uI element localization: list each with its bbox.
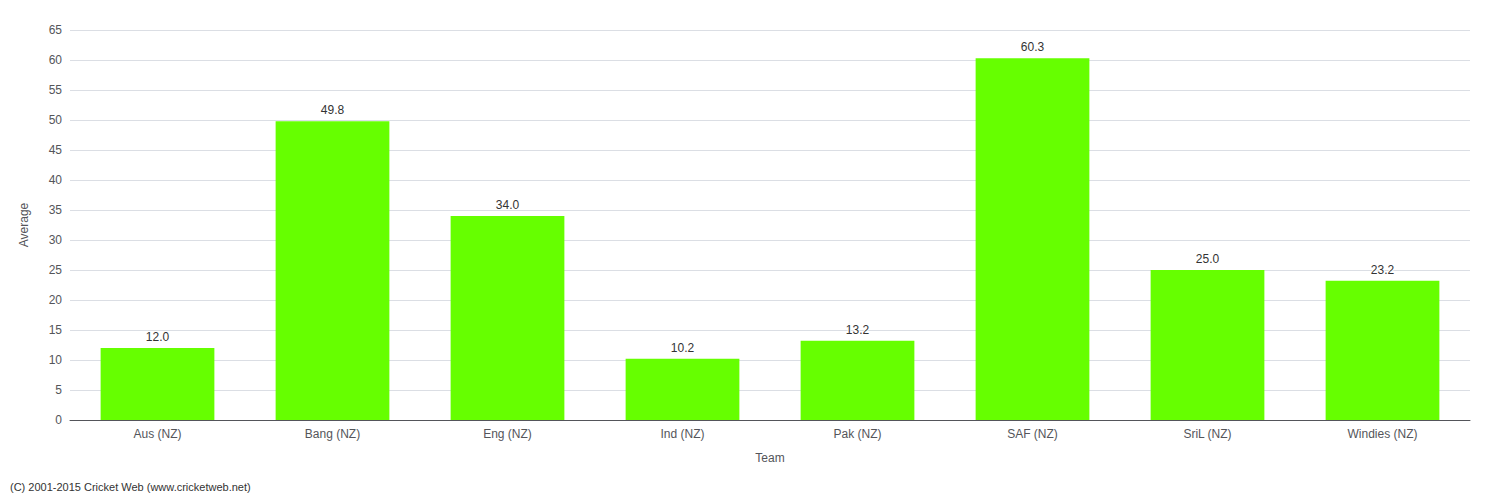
- svg-text:SriL (NZ): SriL (NZ): [1183, 427, 1231, 441]
- svg-text:65: 65: [49, 23, 63, 37]
- svg-text:45: 45: [49, 143, 63, 157]
- svg-text:Windies (NZ): Windies (NZ): [1347, 427, 1417, 441]
- svg-text:13.2: 13.2: [846, 323, 870, 337]
- svg-text:Team: Team: [755, 451, 784, 465]
- svg-text:49.8: 49.8: [321, 103, 345, 117]
- svg-text:30: 30: [49, 233, 63, 247]
- svg-text:40: 40: [49, 173, 63, 187]
- svg-text:20: 20: [49, 293, 63, 307]
- svg-text:0: 0: [55, 413, 62, 427]
- svg-text:25.0: 25.0: [1196, 252, 1220, 266]
- svg-text:35: 35: [49, 203, 63, 217]
- svg-text:Average: Average: [17, 202, 31, 247]
- svg-text:50: 50: [49, 113, 63, 127]
- svg-text:Aus (NZ): Aus (NZ): [134, 427, 182, 441]
- svg-text:55: 55: [49, 83, 63, 97]
- svg-text:25: 25: [49, 263, 63, 277]
- svg-text:34.0: 34.0: [496, 198, 520, 212]
- svg-text:12.0: 12.0: [146, 330, 170, 344]
- svg-text:Ind (NZ): Ind (NZ): [660, 427, 704, 441]
- svg-text:(C) 2001-2015 Cricket Web (www: (C) 2001-2015 Cricket Web (www.cricketwe…: [10, 481, 251, 493]
- svg-text:Pak (NZ): Pak (NZ): [834, 427, 882, 441]
- svg-text:Bang (NZ): Bang (NZ): [305, 427, 360, 441]
- svg-text:10.2: 10.2: [671, 341, 695, 355]
- svg-text:10: 10: [49, 353, 63, 367]
- svg-text:Eng (NZ): Eng (NZ): [483, 427, 532, 441]
- svg-text:23.2: 23.2: [1371, 263, 1395, 277]
- svg-text:60: 60: [49, 53, 63, 67]
- svg-text:15: 15: [49, 323, 63, 337]
- svg-text:5: 5: [55, 383, 62, 397]
- svg-text:SAF (NZ): SAF (NZ): [1007, 427, 1058, 441]
- svg-text:60.3: 60.3: [1021, 40, 1045, 54]
